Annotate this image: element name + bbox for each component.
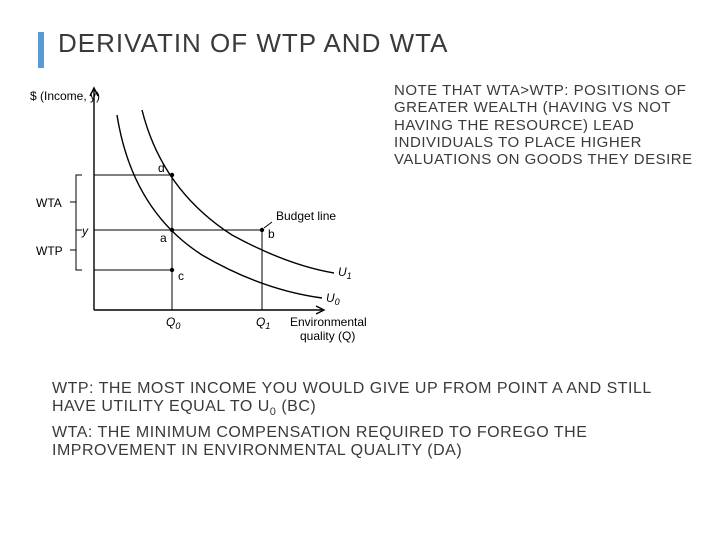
page-title: DERIVATIN OF WTP AND WTA bbox=[58, 28, 448, 59]
q0-label: Q0 bbox=[166, 315, 180, 331]
point-d: d bbox=[158, 161, 165, 175]
u0-label: U0 bbox=[326, 291, 340, 307]
curve-u0 bbox=[117, 115, 322, 298]
accent-bar bbox=[38, 32, 44, 68]
wtp-text-post: (BC) bbox=[276, 398, 316, 415]
x-axis-label-2: quality (Q) bbox=[300, 329, 355, 343]
point-d-dot bbox=[170, 173, 174, 177]
point-c-dot bbox=[170, 268, 174, 272]
q1-label: Q1 bbox=[256, 315, 270, 331]
economics-diagram: $ (Income, y) WTA WTP y U0 U1 Budget lin… bbox=[22, 80, 382, 350]
point-b: b bbox=[268, 227, 275, 241]
point-c: c bbox=[178, 269, 184, 283]
definitions-block: WTP: THE MOST INCOME YOU WOULD GIVE UP F… bbox=[52, 380, 672, 466]
wta-label: WTA bbox=[36, 196, 62, 210]
wta-definition: WTA: THE MINIMUM COMPENSATION REQUIRED T… bbox=[52, 424, 672, 460]
wtp-label: WTP bbox=[36, 244, 63, 258]
point-a: a bbox=[160, 231, 167, 245]
u1-label: U1 bbox=[338, 265, 352, 281]
point-a-dot bbox=[170, 228, 174, 232]
budget-line-label: Budget line bbox=[276, 209, 336, 223]
curve-u1 bbox=[142, 110, 334, 273]
wta-bracket bbox=[70, 175, 82, 230]
wtp-definition: WTP: THE MOST INCOME YOU WOULD GIVE UP F… bbox=[52, 380, 672, 418]
y-income-label: y bbox=[81, 224, 89, 238]
point-b-dot bbox=[260, 228, 264, 232]
wtp-text-pre: WTP: THE MOST INCOME YOU WOULD GIVE UP F… bbox=[52, 380, 651, 415]
y-axis-label: $ (Income, y) bbox=[30, 89, 100, 103]
wtp-bracket bbox=[70, 230, 82, 270]
note-text: NOTE THAT WTA>WTP: POSITIONS OF GREATER … bbox=[394, 82, 694, 168]
x-axis-label-1: Environmental bbox=[290, 315, 367, 329]
